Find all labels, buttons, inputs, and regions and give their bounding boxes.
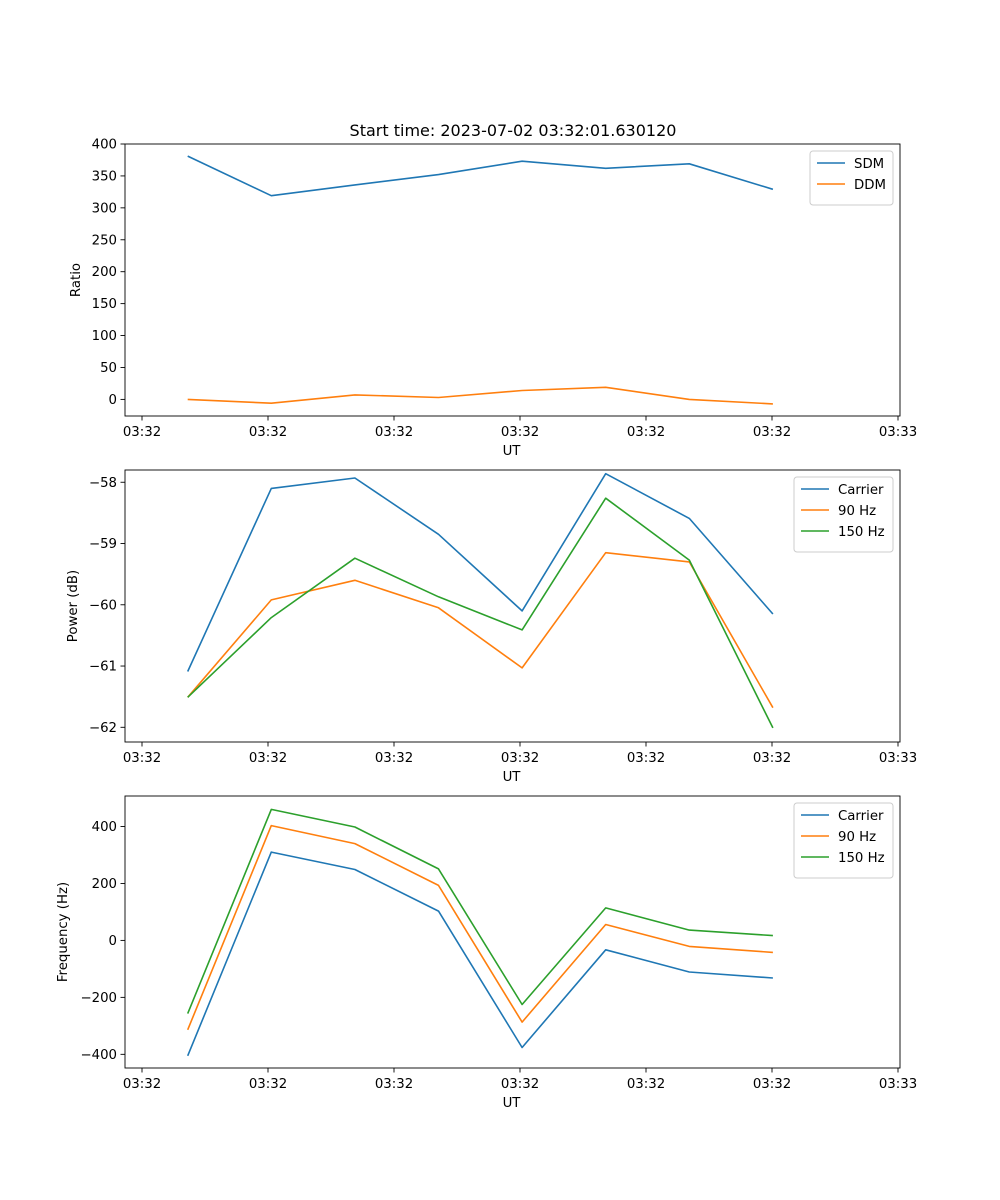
y-tick-label: −58	[89, 476, 117, 491]
y-tick-label: 250	[92, 233, 117, 248]
x-axis-label: UT	[503, 1096, 522, 1111]
legend-entry-label: Carrier	[838, 483, 884, 498]
x-tick-label: 03:32	[375, 425, 413, 440]
series-line-ddm	[187, 386, 773, 405]
x-tick-label: 03:33	[879, 425, 917, 440]
y-tick-label: −400	[80, 1048, 117, 1063]
x-tick-label: 03:32	[375, 1077, 413, 1092]
series-line-90-hz	[186, 824, 773, 1031]
y-tick-label: 0	[109, 393, 117, 408]
y-tick-label: 0	[109, 934, 117, 949]
legend-box	[809, 150, 894, 206]
legend-entry-label: 90 Hz	[838, 830, 876, 845]
legend: Carrier 90 Hz 150 Hz	[793, 802, 894, 879]
series-line-150-hz	[187, 497, 774, 729]
x-axis-label: UT	[503, 770, 522, 785]
x-tick-label: 03:32	[123, 751, 161, 766]
legend-box	[793, 802, 894, 879]
series-line-150-hz	[186, 808, 773, 1014]
y-tick-label: 350	[92, 169, 117, 184]
x-tick-label: 03:32	[501, 425, 539, 440]
y-axis-label: Ratio	[69, 263, 84, 297]
y-tick-label: −62	[89, 721, 117, 736]
legend-entry-label: SDM	[854, 157, 884, 172]
series-line-carrier	[186, 851, 773, 1057]
legend-entry-label: 150 Hz	[838, 525, 885, 540]
series-line-90-hz	[187, 551, 774, 709]
x-tick-label: 03:32	[627, 1077, 665, 1092]
legend-entry-label: DDM	[854, 178, 886, 193]
x-tick-label: 03:32	[375, 751, 413, 766]
panel-2: 03:32 03:32 03:32 03:32 03:32 03:32 03:33 −62 −6…	[66, 469, 917, 785]
x-tick-label: 03:32	[753, 1077, 791, 1092]
y-axis-label: Frequency (Hz)	[56, 882, 71, 982]
y-tick-label: −59	[89, 537, 117, 552]
series-line-carrier	[186, 472, 774, 672]
y-tick-label: 400	[92, 820, 117, 835]
y-tick-label: 300	[92, 201, 117, 216]
panel-1: 03:32 03:32 03:32 03:32 03:32 03:32 03:33 0 50 10…	[69, 138, 917, 460]
x-tick-label: 03:32	[123, 425, 161, 440]
x-tick-label: 03:33	[879, 751, 917, 766]
panel-3: 03:32 03:32 03:32 03:32 03:32 03:32 03:33 −400 −…	[56, 795, 917, 1111]
legend: SDM DDM	[809, 150, 894, 206]
axes-frame	[124, 795, 901, 1069]
axes-frame	[124, 143, 901, 417]
legend-entry-label: 90 Hz	[838, 504, 876, 519]
x-tick-label: 03:33	[879, 1077, 917, 1092]
y-tick-label: 150	[92, 297, 117, 312]
legend-box	[793, 476, 894, 553]
y-tick-label: 50	[100, 361, 117, 376]
y-axis-label: Power (dB)	[66, 570, 81, 642]
series-line-sdm	[187, 155, 774, 197]
x-axis-label: UT	[503, 444, 522, 459]
x-tick-label: 03:32	[753, 751, 791, 766]
x-tick-label: 03:32	[501, 1077, 539, 1092]
x-tick-label: 03:32	[627, 425, 665, 440]
legend-entry-label: Carrier	[838, 809, 884, 824]
x-tick-label: 03:32	[249, 1077, 287, 1092]
y-tick-label: −61	[89, 660, 117, 675]
x-tick-label: 03:32	[123, 1077, 161, 1092]
x-tick-label: 03:32	[753, 425, 791, 440]
y-tick-label: 200	[92, 877, 117, 892]
y-tick-label: 100	[92, 329, 117, 344]
x-tick-label: 03:32	[249, 751, 287, 766]
y-tick-label: −200	[80, 991, 117, 1006]
y-tick-label: 400	[92, 138, 117, 153]
y-tick-label: −60	[89, 598, 117, 613]
axes-frame	[124, 469, 901, 743]
x-tick-label: 03:32	[627, 751, 665, 766]
legend-entry-label: 150 Hz	[838, 851, 885, 866]
figure-title: Start time: 2023-07-02 03:32:01.630120	[350, 121, 677, 140]
legend: Carrier 90 Hz 150 Hz	[793, 476, 894, 553]
chart-panels: 03:32 03:32 03:32 03:32 03:32 03:32 03:33 0 50 10…	[56, 138, 917, 1112]
x-tick-label: 03:32	[249, 425, 287, 440]
y-tick-label: 200	[92, 265, 117, 280]
x-tick-label: 03:32	[501, 751, 539, 766]
